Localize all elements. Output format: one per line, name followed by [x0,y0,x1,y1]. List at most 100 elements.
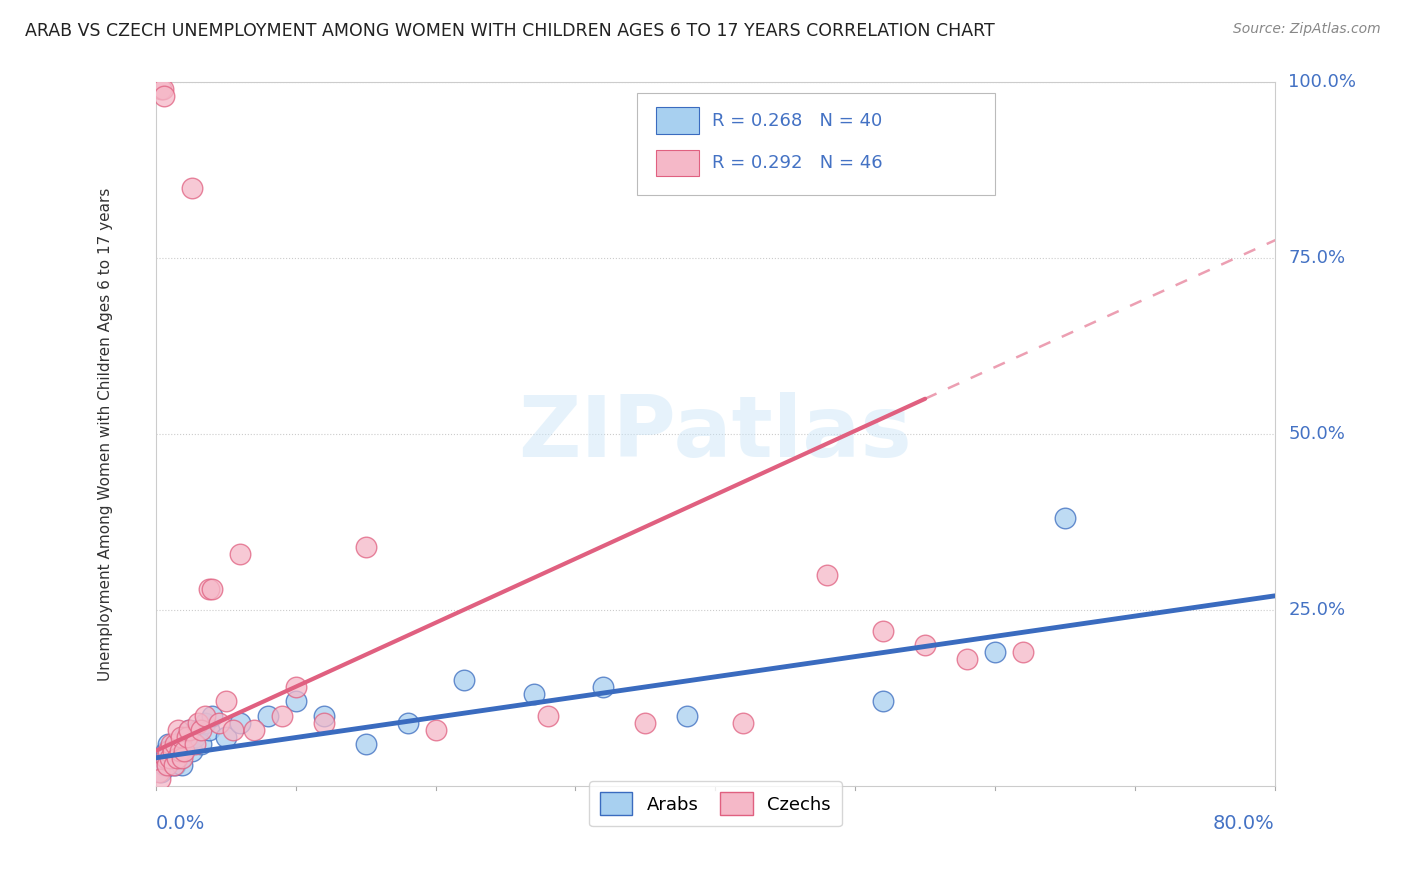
Point [201,708,224,723]
Point [536,708,558,723]
Point [453,673,475,688]
Point [243,723,266,737]
Point [153,89,176,103]
Point [215,730,238,744]
Point [229,547,252,561]
Point [179,723,201,737]
Point [815,567,838,582]
Point [179,723,201,737]
Point [150,82,173,96]
Text: 100.0%: 100.0% [1288,73,1357,91]
Point [162,744,184,758]
Point [153,757,176,772]
Point [187,723,209,737]
Point [181,180,204,194]
Point [170,751,193,765]
Point [396,715,419,730]
Point [872,624,894,638]
Point [284,694,307,708]
Point [155,751,177,765]
Point [176,737,198,751]
Point [222,723,245,737]
Point [184,730,207,744]
Point [169,744,191,758]
Point [190,737,212,751]
Point [156,757,179,772]
Point [733,715,755,730]
Point [592,681,614,695]
Point [425,723,447,737]
Point [229,715,252,730]
Point [165,737,187,751]
Text: Unemployment Among Women with Children Ages 6 to 17 years: Unemployment Among Women with Children A… [98,187,112,681]
Point [176,730,198,744]
Point [184,737,207,751]
Point [157,737,180,751]
Point [914,638,936,652]
Point [872,694,894,708]
Text: 50.0%: 50.0% [1288,425,1346,443]
Point [312,715,335,730]
Point [167,751,190,765]
Point [201,582,224,596]
Point [169,744,191,758]
Point [956,652,979,666]
Point [156,757,179,772]
Point [157,744,180,758]
Point [215,694,238,708]
Text: ZIPatlas: ZIPatlas [519,392,912,475]
Point [208,715,231,730]
Text: 80.0%: 80.0% [1213,814,1275,833]
Point [163,757,186,772]
FancyBboxPatch shape [637,93,995,194]
Point [149,772,172,786]
Text: 75.0%: 75.0% [1288,249,1346,267]
Point [270,708,292,723]
Point [166,751,188,765]
Point [194,715,217,730]
Point [172,751,194,765]
Bar [657,150,699,177]
Point [256,708,278,723]
Point [984,645,1007,659]
Point [181,744,204,758]
Point [1053,511,1076,525]
Point [522,687,544,701]
Text: R = 0.292   N = 46: R = 0.292 N = 46 [711,154,883,172]
Point [634,715,657,730]
Point [676,708,699,723]
Point [159,751,181,765]
Point [190,723,212,737]
Point [160,737,183,751]
Point [163,751,186,765]
Text: 25.0%: 25.0% [1288,601,1346,619]
Point [148,751,170,765]
Bar [657,107,699,134]
Point [284,681,307,695]
Point [159,751,181,765]
Point [152,82,174,96]
Text: Source: ZipAtlas.com: Source: ZipAtlas.com [1233,22,1381,37]
Point [165,757,187,772]
Point [1012,645,1035,659]
Point [150,764,173,779]
Point [194,708,217,723]
Point [354,540,377,554]
Point [187,715,209,730]
Point [312,708,335,723]
Point [166,737,188,751]
Text: ARAB VS CZECH UNEMPLOYMENT AMONG WOMEN WITH CHILDREN AGES 6 TO 17 YEARS CORRELAT: ARAB VS CZECH UNEMPLOYMENT AMONG WOMEN W… [25,22,995,40]
Point [173,744,195,758]
Point [167,723,190,737]
Point [160,757,183,772]
Legend: Arabs, Czechs: Arabs, Czechs [589,781,842,826]
Point [162,744,184,758]
Point [170,730,193,744]
Point [198,582,221,596]
Point [155,744,177,758]
Point [198,723,221,737]
Point [148,764,170,779]
Text: R = 0.268   N = 40: R = 0.268 N = 40 [711,112,882,129]
Point [173,730,195,744]
Point [354,737,377,751]
